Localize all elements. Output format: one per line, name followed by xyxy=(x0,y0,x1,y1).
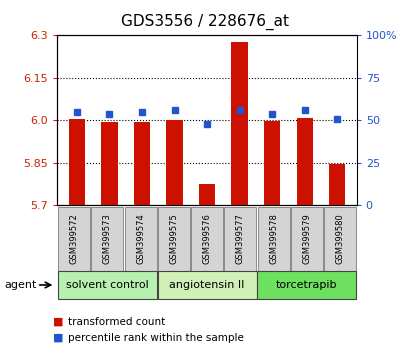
Text: agent: agent xyxy=(4,280,36,290)
Bar xyxy=(296,118,312,205)
Text: GSM399579: GSM399579 xyxy=(301,213,310,264)
Text: angiotensin II: angiotensin II xyxy=(169,280,244,290)
Bar xyxy=(101,122,117,205)
Bar xyxy=(263,121,280,205)
Bar xyxy=(231,42,247,205)
Text: transformed count: transformed count xyxy=(67,317,164,327)
Bar xyxy=(328,164,344,205)
Text: ■: ■ xyxy=(53,317,64,327)
Text: GDS3556 / 228676_at: GDS3556 / 228676_at xyxy=(121,14,288,30)
Text: GSM399580: GSM399580 xyxy=(335,213,344,264)
Text: solvent control: solvent control xyxy=(66,280,148,290)
Text: GSM399575: GSM399575 xyxy=(169,213,178,264)
Text: ■: ■ xyxy=(53,333,64,343)
Text: GSM399577: GSM399577 xyxy=(235,213,244,264)
Bar xyxy=(133,122,150,205)
Bar xyxy=(69,119,85,205)
Text: GSM399573: GSM399573 xyxy=(103,213,112,264)
Bar xyxy=(198,184,215,205)
Text: GSM399576: GSM399576 xyxy=(202,213,211,264)
Text: percentile rank within the sample: percentile rank within the sample xyxy=(67,333,243,343)
Bar xyxy=(166,120,182,205)
Text: GSM399574: GSM399574 xyxy=(136,213,145,264)
Text: GSM399578: GSM399578 xyxy=(268,213,277,264)
Text: torcetrapib: torcetrapib xyxy=(275,280,337,290)
Text: GSM399572: GSM399572 xyxy=(70,213,79,264)
